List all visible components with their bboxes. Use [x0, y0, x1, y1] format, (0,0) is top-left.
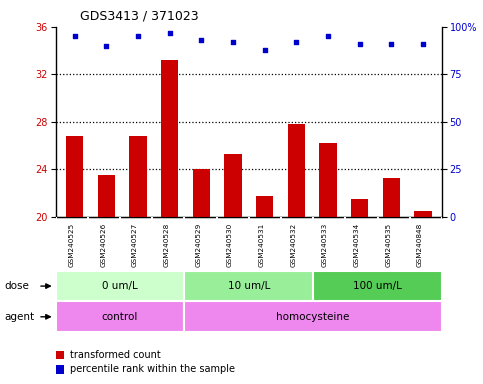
- Point: [387, 41, 395, 47]
- Point: [134, 33, 142, 40]
- Text: 100 um/L: 100 um/L: [353, 281, 402, 291]
- Text: transformed count: transformed count: [70, 350, 161, 360]
- Text: percentile rank within the sample: percentile rank within the sample: [70, 364, 235, 374]
- Bar: [224, 154, 242, 217]
- Text: GSM240530: GSM240530: [227, 222, 233, 266]
- Text: dose: dose: [5, 281, 30, 291]
- Bar: [319, 143, 337, 217]
- Text: GSM240528: GSM240528: [164, 222, 170, 266]
- Text: control: control: [102, 312, 138, 322]
- Point: [102, 43, 110, 49]
- Text: GDS3413 / 371023: GDS3413 / 371023: [80, 10, 199, 23]
- Point: [71, 33, 78, 40]
- Point: [419, 41, 427, 47]
- Bar: [256, 195, 273, 217]
- Text: 10 um/L: 10 um/L: [227, 281, 270, 291]
- Bar: [66, 136, 83, 217]
- Text: GSM240532: GSM240532: [290, 222, 296, 266]
- Point: [356, 41, 364, 47]
- Text: GSM240526: GSM240526: [100, 222, 106, 266]
- Point: [261, 46, 269, 53]
- Bar: [351, 199, 369, 217]
- Bar: [56, 301, 185, 332]
- Bar: [56, 271, 185, 301]
- Bar: [287, 124, 305, 217]
- Text: 0 um/L: 0 um/L: [102, 281, 138, 291]
- Point: [324, 33, 332, 40]
- Bar: [313, 271, 442, 301]
- Point: [292, 39, 300, 45]
- Point: [166, 30, 173, 36]
- Bar: [193, 169, 210, 217]
- Bar: [129, 136, 147, 217]
- Text: GSM240531: GSM240531: [258, 222, 265, 266]
- Point: [198, 37, 205, 43]
- Bar: [383, 178, 400, 217]
- Point: [229, 39, 237, 45]
- Text: GSM240529: GSM240529: [195, 222, 201, 266]
- Text: GSM240535: GSM240535: [385, 222, 391, 266]
- Text: GSM240534: GSM240534: [354, 222, 360, 266]
- Text: GSM240848: GSM240848: [417, 222, 423, 266]
- Text: GSM240533: GSM240533: [322, 222, 328, 266]
- Bar: [185, 301, 442, 332]
- Bar: [414, 211, 432, 217]
- Bar: [98, 175, 115, 217]
- Text: GSM240525: GSM240525: [69, 222, 74, 266]
- Text: GSM240527: GSM240527: [132, 222, 138, 266]
- Text: agent: agent: [5, 312, 35, 322]
- Bar: [185, 271, 313, 301]
- Text: homocysteine: homocysteine: [276, 312, 350, 322]
- Bar: [161, 60, 178, 217]
